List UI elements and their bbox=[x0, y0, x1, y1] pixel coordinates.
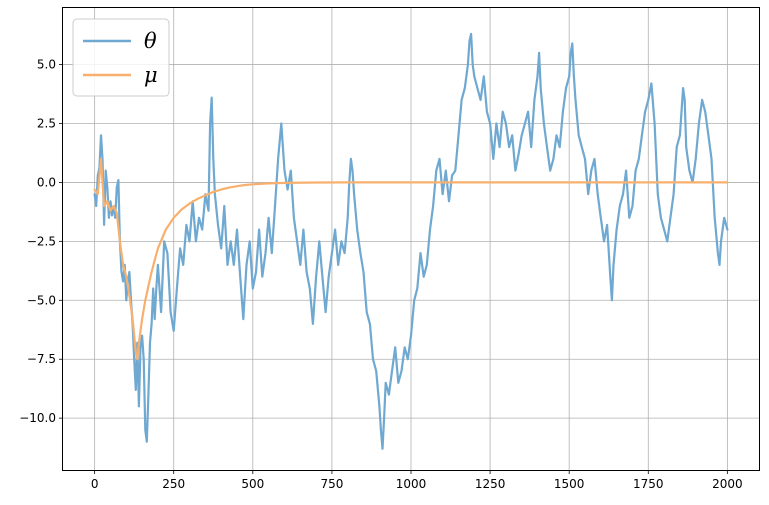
x-tick-label: 1750 bbox=[633, 477, 664, 491]
x-tick-label: 750 bbox=[320, 477, 343, 491]
y-tick-label: 2.5 bbox=[37, 117, 56, 131]
x-tick-label: 0 bbox=[91, 477, 99, 491]
ticks: 0 250 500 750 1000 1250 1500 1750 2000 −10.0 −7.5 −… bbox=[19, 58, 742, 491]
y-tick-label: −5.0 bbox=[27, 293, 56, 307]
x-tick-label: 500 bbox=[241, 477, 264, 491]
x-tick-label: 1250 bbox=[475, 477, 506, 491]
x-tick-label: 1000 bbox=[396, 477, 427, 491]
y-tick-label: 0.0 bbox=[37, 175, 56, 189]
series-line-theta bbox=[93, 32, 729, 450]
series-layer bbox=[93, 32, 729, 450]
x-tick-label: 2000 bbox=[712, 477, 743, 491]
legend-label-theta: θ bbox=[144, 29, 157, 53]
series-line-mu bbox=[93, 157, 729, 361]
legend-label-mu: μ bbox=[144, 63, 158, 87]
legend-box bbox=[72, 18, 170, 97]
y-tick-label: −10.0 bbox=[19, 411, 56, 425]
y-tick-label: −2.5 bbox=[27, 234, 56, 248]
y-tick-label: −7.5 bbox=[27, 352, 56, 366]
y-tick-label: 5.0 bbox=[37, 58, 56, 72]
x-tick-label: 1500 bbox=[554, 477, 585, 491]
legend: θ μ bbox=[72, 18, 170, 97]
x-tick-label: 250 bbox=[162, 477, 185, 491]
